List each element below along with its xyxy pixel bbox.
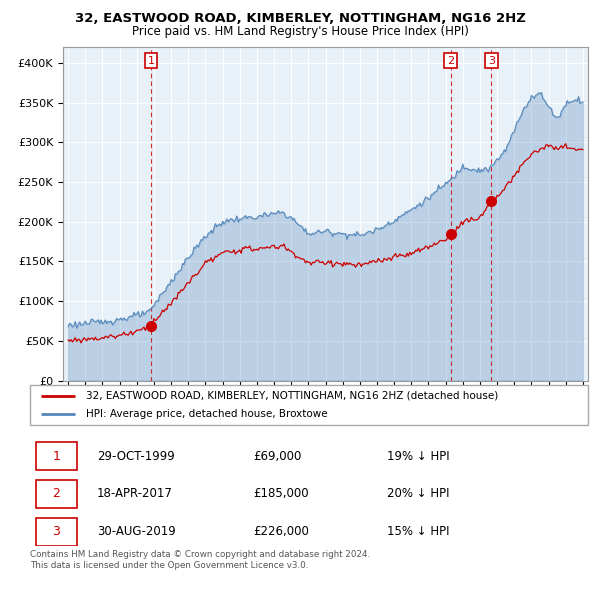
FancyBboxPatch shape: [35, 517, 77, 546]
Text: 2: 2: [53, 487, 61, 500]
Text: This data is licensed under the Open Government Licence v3.0.: This data is licensed under the Open Gov…: [30, 560, 308, 569]
FancyBboxPatch shape: [35, 442, 77, 470]
Text: 3: 3: [488, 55, 495, 65]
Text: 20% ↓ HPI: 20% ↓ HPI: [387, 487, 449, 500]
FancyBboxPatch shape: [35, 480, 77, 509]
Text: £226,000: £226,000: [253, 526, 309, 539]
Text: Contains HM Land Registry data © Crown copyright and database right 2024.: Contains HM Land Registry data © Crown c…: [30, 550, 370, 559]
Text: 3: 3: [53, 526, 61, 539]
Text: HPI: Average price, detached house, Broxtowe: HPI: Average price, detached house, Brox…: [86, 409, 328, 419]
FancyBboxPatch shape: [30, 385, 588, 425]
Text: 19% ↓ HPI: 19% ↓ HPI: [387, 450, 450, 463]
Text: 1: 1: [53, 450, 61, 463]
Text: 32, EASTWOOD ROAD, KIMBERLEY, NOTTINGHAM, NG16 2HZ (detached house): 32, EASTWOOD ROAD, KIMBERLEY, NOTTINGHAM…: [86, 391, 498, 401]
Text: £185,000: £185,000: [253, 487, 309, 500]
Text: 18-APR-2017: 18-APR-2017: [97, 487, 173, 500]
Text: 30-AUG-2019: 30-AUG-2019: [97, 526, 176, 539]
Text: £69,000: £69,000: [253, 450, 302, 463]
Text: 15% ↓ HPI: 15% ↓ HPI: [387, 526, 449, 539]
Text: 32, EASTWOOD ROAD, KIMBERLEY, NOTTINGHAM, NG16 2HZ: 32, EASTWOOD ROAD, KIMBERLEY, NOTTINGHAM…: [74, 12, 526, 25]
Text: 2: 2: [447, 55, 454, 65]
Text: 29-OCT-1999: 29-OCT-1999: [97, 450, 175, 463]
Text: Price paid vs. HM Land Registry's House Price Index (HPI): Price paid vs. HM Land Registry's House …: [131, 25, 469, 38]
Text: 1: 1: [148, 55, 155, 65]
